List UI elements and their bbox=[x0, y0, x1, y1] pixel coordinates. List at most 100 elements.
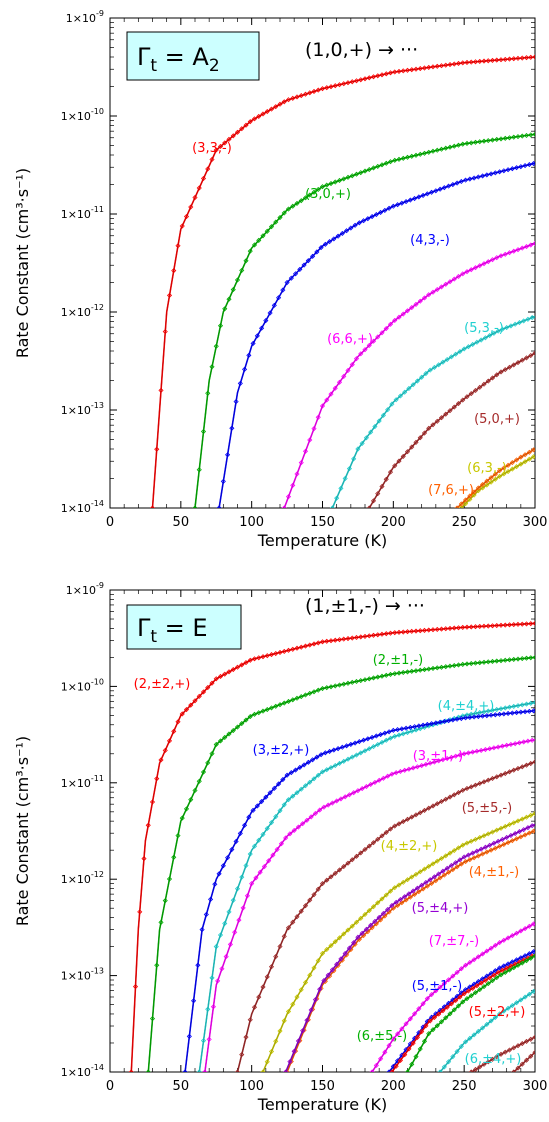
panel-label-rest: = A bbox=[157, 43, 209, 71]
series-line bbox=[283, 242, 535, 508]
data-point bbox=[334, 495, 340, 501]
panel-label-box bbox=[126, 31, 260, 81]
y-tick-base: 1×10 bbox=[66, 584, 96, 597]
data-point bbox=[387, 469, 394, 475]
series-line bbox=[262, 812, 535, 1072]
data-point bbox=[404, 1069, 411, 1072]
series-(6,±4,+) bbox=[437, 988, 535, 1072]
data-point bbox=[276, 295, 282, 301]
y-tick-label: 1×10-10 bbox=[61, 677, 104, 693]
series-line bbox=[460, 455, 535, 508]
y-tick-exponent: -12 bbox=[91, 303, 104, 312]
series-label: (4,±2,+) bbox=[381, 839, 438, 854]
data-point bbox=[209, 751, 215, 757]
series-line bbox=[204, 738, 535, 1072]
series-(3,0,+) bbox=[192, 131, 535, 508]
series-(2,±1,-) bbox=[145, 654, 535, 1072]
data-point bbox=[417, 1046, 423, 1052]
data-point bbox=[166, 738, 173, 744]
panel-label-box bbox=[126, 604, 242, 650]
data-point bbox=[196, 1069, 202, 1072]
x-tick-label: 150 bbox=[310, 1079, 335, 1094]
y-tick-exponent: -12 bbox=[91, 870, 104, 879]
series-label: (3,3,-) bbox=[192, 141, 232, 156]
series-label: (5,±4,+) bbox=[412, 901, 469, 916]
series-(5,±5,-) bbox=[234, 759, 535, 1072]
series-line bbox=[470, 1036, 535, 1072]
y-tick-exponent: -11 bbox=[91, 205, 104, 214]
series-(5,±2,+) bbox=[389, 953, 535, 1072]
data-point bbox=[192, 194, 198, 201]
data-point bbox=[532, 699, 535, 706]
series-label: (5,±5,-) bbox=[462, 801, 513, 816]
data-point bbox=[188, 797, 194, 803]
y-tick-base: 1×10 bbox=[61, 208, 91, 221]
series-(4,3,-) bbox=[216, 160, 535, 508]
x-tick-label: 0 bbox=[106, 515, 114, 530]
data-point bbox=[346, 466, 352, 472]
data-point bbox=[179, 223, 185, 229]
data-point bbox=[280, 287, 286, 293]
data-point bbox=[532, 240, 535, 247]
data-point bbox=[338, 485, 344, 491]
series-line bbox=[391, 953, 535, 1072]
y-tick-exponent: -10 bbox=[91, 107, 104, 116]
series-label: (2,±1,-) bbox=[373, 653, 424, 668]
x-tick-label: 250 bbox=[452, 1079, 477, 1094]
data-point bbox=[250, 340, 256, 347]
data-point bbox=[260, 1069, 266, 1072]
x-tick-label: 100 bbox=[239, 515, 264, 530]
data-point bbox=[254, 333, 260, 339]
data-point bbox=[196, 185, 202, 191]
data-point bbox=[233, 838, 239, 845]
y-tick-label: 1×10-12 bbox=[61, 870, 104, 886]
data-point bbox=[267, 310, 273, 316]
series-label: (5,3,-) bbox=[464, 321, 504, 336]
series-label: (6,3,-) bbox=[467, 461, 507, 476]
y-tick-label: 1×10-9 bbox=[66, 9, 104, 25]
series-label: (6,6,+) bbox=[327, 332, 373, 347]
plot-area bbox=[149, 54, 535, 508]
y-tick-base: 1×10 bbox=[61, 680, 91, 693]
data-point bbox=[234, 1069, 241, 1072]
data-point bbox=[271, 302, 277, 308]
panel-label: Γt = E bbox=[137, 614, 208, 647]
data-point bbox=[532, 1049, 535, 1055]
data-point bbox=[263, 318, 269, 324]
data-point bbox=[175, 719, 181, 725]
y-tick-base: 1×10 bbox=[61, 1066, 91, 1079]
data-point bbox=[226, 296, 232, 302]
data-point bbox=[532, 953, 535, 959]
y-tick-label: 1×10-13 bbox=[61, 967, 104, 983]
series-label: (3,±1,-) bbox=[413, 749, 464, 764]
series-line bbox=[147, 656, 535, 1072]
series-unlabeled-14 bbox=[468, 1034, 535, 1072]
series-line bbox=[194, 133, 535, 508]
data-point bbox=[128, 1069, 134, 1072]
data-point bbox=[171, 728, 177, 734]
data-point bbox=[409, 1061, 415, 1067]
data-point bbox=[188, 204, 194, 210]
y-tick-exponent: -10 bbox=[91, 677, 104, 686]
series-label: (5,0,+) bbox=[474, 412, 520, 427]
panel-label-rest: = E bbox=[157, 614, 208, 642]
chart-panel-2: 1×10-141×10-131×10-121×10-111×10-101×10-… bbox=[13, 581, 547, 1114]
chart-panel-1: 1×10-141×10-131×10-121×10-111×10-101×10-… bbox=[13, 9, 547, 550]
transition-label: (1,±1,-) → ··· bbox=[305, 595, 425, 617]
series-label: (3,±2,+) bbox=[253, 743, 310, 758]
series-label: (7,±7,-) bbox=[429, 934, 480, 949]
data-point bbox=[351, 456, 357, 462]
plot-frame bbox=[109, 17, 536, 509]
data-point bbox=[216, 871, 222, 877]
series-line bbox=[151, 56, 535, 508]
series-line bbox=[236, 761, 535, 1072]
data-point bbox=[202, 1069, 208, 1072]
series-(5,0,+) bbox=[366, 350, 535, 508]
data-point bbox=[162, 747, 168, 753]
series-label: (2,±2,+) bbox=[134, 677, 191, 692]
series-line bbox=[286, 829, 535, 1072]
series-label: (5,±2,+) bbox=[469, 1005, 526, 1020]
data-point bbox=[234, 277, 241, 283]
data-point bbox=[196, 778, 202, 784]
series-(3,±1,-) bbox=[202, 737, 535, 1072]
